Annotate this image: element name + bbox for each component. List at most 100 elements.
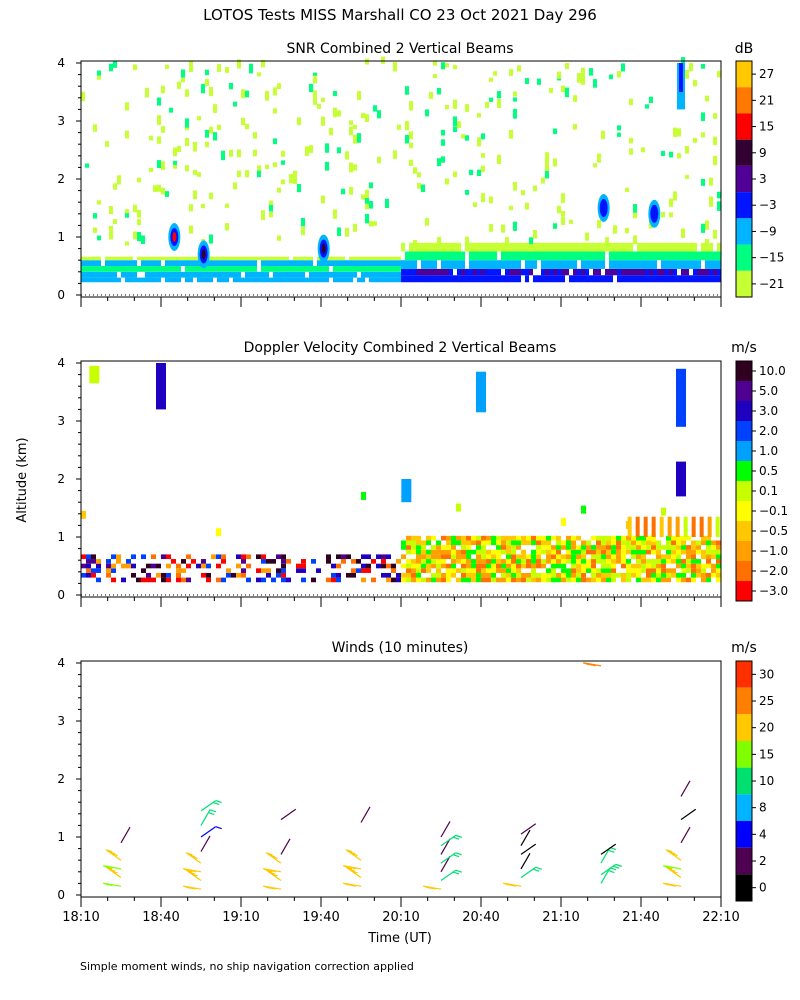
velocity-cell <box>456 559 461 564</box>
velocity-cell <box>481 535 486 541</box>
wind-barb-flag <box>608 870 615 874</box>
velocity-cell <box>661 559 666 564</box>
snr-cell <box>625 260 629 269</box>
snr-cell <box>193 271 197 278</box>
x-tick-label: 19:10 <box>222 910 259 925</box>
velocity-cell <box>531 563 536 569</box>
velocity-cell <box>426 535 431 541</box>
velocity-cell <box>86 559 91 564</box>
colorbar-frame <box>735 360 753 602</box>
velocity-cell <box>336 563 341 569</box>
velocity-cell <box>461 549 466 555</box>
y-tick-label: 1 <box>57 230 65 244</box>
velocity-cell <box>666 559 671 564</box>
velocity-cell <box>676 535 681 541</box>
snr-cell <box>705 239 709 249</box>
snr-cell <box>509 69 513 76</box>
velocity-cell <box>256 554 261 560</box>
snr-cell <box>557 71 561 79</box>
velocity-cell <box>386 554 391 560</box>
snr-cell <box>117 256 121 261</box>
velocity-cell <box>511 559 516 564</box>
snr-cell <box>345 266 349 272</box>
snr-cell <box>305 260 309 266</box>
velocity-cell <box>696 563 701 569</box>
snr-cell <box>401 242 405 252</box>
snr-cell <box>461 260 465 269</box>
snr-cell <box>633 204 637 213</box>
snr-cell <box>617 260 621 269</box>
velocity-cell <box>596 535 601 541</box>
velocity-cell <box>586 577 591 583</box>
velocity-cell <box>581 545 586 550</box>
velocity-cell <box>571 545 576 550</box>
velocity-cell <box>581 549 586 555</box>
snr-cell <box>437 268 441 276</box>
snr-cell <box>393 62 397 72</box>
velocity-cell <box>471 559 476 564</box>
snr-cell <box>209 234 213 244</box>
snr-cell <box>129 260 133 266</box>
snr-cell <box>481 242 485 252</box>
snr-cell <box>697 268 701 276</box>
velocity-cell <box>301 568 306 573</box>
velocity-cell <box>471 540 476 546</box>
snr-cell <box>105 141 109 147</box>
snr-cell <box>493 242 497 252</box>
snr-cell <box>189 225 193 234</box>
velocity-cell <box>281 554 286 560</box>
velocity-cell <box>606 540 611 546</box>
snr-cell <box>381 256 385 261</box>
snr-cell <box>405 251 409 261</box>
velocity-cell <box>431 549 436 555</box>
velocity-cell <box>446 577 451 583</box>
snr-cell <box>137 256 141 261</box>
snr-cell <box>717 268 721 276</box>
snr-cell <box>153 277 157 283</box>
velocity-cell <box>596 568 601 573</box>
snr-cell <box>521 268 525 276</box>
snr-cell <box>369 200 373 209</box>
velocity-cell <box>496 559 501 564</box>
velocity-cell <box>526 559 531 564</box>
snr-cell <box>541 177 545 184</box>
velocity-cell <box>256 568 261 573</box>
velocity-cell <box>121 563 126 569</box>
snr-cell <box>489 251 493 261</box>
velocity-cell <box>81 563 86 569</box>
velocity-cell <box>161 554 166 560</box>
snr-cell <box>317 266 321 272</box>
snr-cell <box>649 275 653 283</box>
velocity-cell <box>481 563 486 569</box>
snr-cell <box>369 260 373 266</box>
velocity-cell <box>481 568 486 573</box>
snr-cell <box>689 275 693 283</box>
snr-cell <box>353 260 357 266</box>
velocity-cell <box>526 577 531 583</box>
velocity-cell <box>341 559 346 564</box>
snr-cell <box>201 266 205 272</box>
snr-cell <box>501 242 505 252</box>
snr-cell <box>657 268 661 276</box>
velocity-cell <box>271 577 276 583</box>
snr-cell <box>377 110 381 119</box>
velocity-cell <box>456 535 461 541</box>
velocity-cell <box>401 545 406 550</box>
velocity-cell <box>646 563 651 569</box>
velocity-cell <box>556 545 561 550</box>
snr-cell <box>409 242 413 252</box>
snr-cell <box>417 251 421 261</box>
snr-cell <box>361 260 365 266</box>
snr-cell <box>445 268 449 276</box>
velocity-cell <box>601 568 606 573</box>
snr-cell <box>489 275 493 283</box>
velocity-cell <box>496 540 501 546</box>
snr-cell <box>441 260 445 269</box>
snr-cell <box>133 64 137 71</box>
snr-cell <box>273 87 277 96</box>
snr-cell <box>477 275 481 283</box>
snr-cell <box>81 266 85 272</box>
velocity-cell <box>641 540 646 546</box>
velocity-cell <box>476 545 481 550</box>
wind-barb-flag <box>269 886 276 890</box>
